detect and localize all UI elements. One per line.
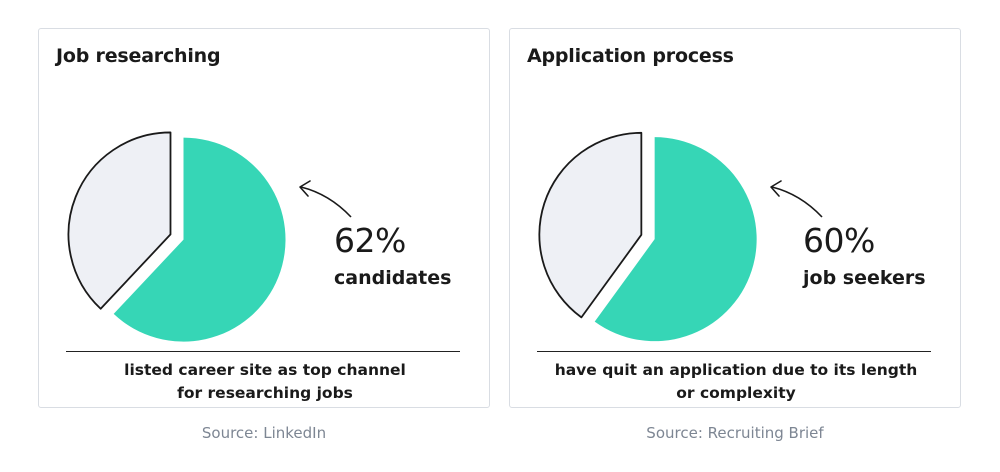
pointer-arrowhead <box>770 180 782 197</box>
divider <box>537 351 931 352</box>
pointer-arrowhead <box>299 180 311 197</box>
source-note: Source: Recruiting Brief <box>646 424 824 442</box>
card-title: Application process <box>527 45 734 67</box>
source-note: Source: LinkedIn <box>201 424 327 442</box>
pie-chart <box>67 131 352 342</box>
description-line: listed career site as top channel <box>124 361 406 379</box>
pointer-arrow <box>300 186 352 218</box>
description-line: for researching jobs <box>177 384 353 402</box>
pointer-arrow <box>771 186 823 218</box>
job-researching-card: Job researching 62% candidates listed ca… <box>38 28 490 408</box>
pie-chart <box>538 131 823 342</box>
highlight-percentage: 60% <box>803 221 875 260</box>
description-line: or complexity <box>676 384 796 402</box>
pie-slice-highlight <box>113 137 286 342</box>
description: listed career site as top channel for re… <box>39 359 491 405</box>
card-title: Job researching <box>56 45 221 67</box>
description-line: have quit an application due to its leng… <box>554 361 918 379</box>
divider <box>66 351 460 352</box>
application-process-card: Application process 60% job seekers have… <box>509 28 961 408</box>
description: have quit an application due to its leng… <box>510 359 962 405</box>
pie-slice-highlight <box>594 137 757 342</box>
highlight-label: job seekers <box>803 267 926 289</box>
pie-slice-remainder <box>538 131 643 319</box>
pie-slice-remainder <box>67 131 172 310</box>
highlight-label: candidates <box>334 267 452 289</box>
highlight-percentage: 62% <box>334 221 406 260</box>
